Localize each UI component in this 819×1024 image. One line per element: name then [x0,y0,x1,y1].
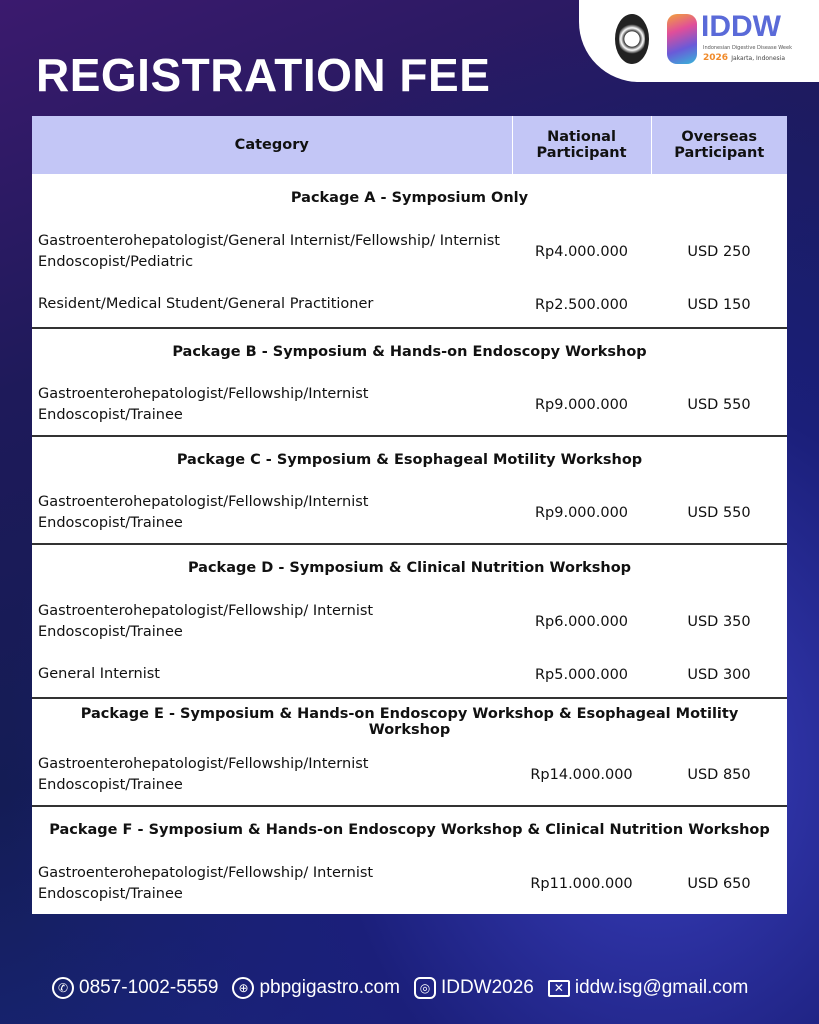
package-name: Package D - Symposium & Clinical Nutriti… [32,543,787,591]
national-fee: Rp4.000.000 [534,243,629,260]
table-row: Gastroenterohepatologist/Fellowship/Inte… [32,375,787,436]
category-cell: Gastroenterohepatologist/General Interni… [38,232,500,270]
table-header-row: Category National Participant Overseas P… [32,116,787,174]
package-name: Package E - Symposium & Hands-on Endosco… [32,697,787,745]
logo-year: 2026 [703,53,729,63]
logo-area: IDDW Indonesian Digestive Disease Week 2… [579,0,819,82]
national-fee: Rp5.000.000 [534,666,629,683]
website-text[interactable]: pbpgigastro.com [259,977,400,998]
category-cell: General Internist [38,666,160,682]
package-name: Package C - Symposium & Esophageal Motil… [32,435,787,483]
overseas-fee: USD 150 [687,296,751,313]
instagram-text[interactable]: IDDW2026 [440,977,534,998]
table-row: Gastroenterohepatologist/Fellowship/ Int… [32,853,787,914]
overseas-fee: USD 350 [687,613,751,630]
iddw-logo-subtitle: Indonesian Digestive Disease Week [703,45,792,51]
header-category: Category [32,116,512,174]
package-name: Package B - Symposium & Hands-on Endosco… [32,327,787,375]
package-header: Package F - Symposium & Hands-on Endosco… [32,805,787,853]
category-cell: Gastroenterohepatologist/Fellowship/Inte… [38,386,369,423]
whatsapp-icon: ✆ [52,977,74,999]
national-fee: Rp11.000.000 [530,875,633,892]
contact-email[interactable]: ✕ iddw.isg@gmail.com [547,977,749,999]
package-header: Package A - Symposium Only [32,174,787,221]
overseas-fee: USD 300 [687,666,751,683]
package-header: Package E - Symposium & Hands-on Endosco… [32,697,787,745]
society-seal-logo [615,14,649,64]
registration-fee-table: Category National Participant Overseas P… [32,116,787,914]
table-row: Gastroenterohepatologist/Fellowship/Inte… [32,483,787,544]
national-fee: Rp6.000.000 [534,613,629,630]
page-title: REGISTRATION FEE [36,49,491,101]
category-cell: Resident/Medical Student/General Practit… [38,296,374,312]
table-row: Gastroenterohepatologist/General Interni… [32,221,787,282]
table-row: Gastroenterohepatologist/Fellowship/Inte… [32,745,787,806]
package-name: Package F - Symposium & Hands-on Endosco… [32,805,787,853]
digestive-tract-logo-icon [667,14,697,64]
overseas-fee: USD 550 [687,397,751,413]
category-cell: Gastroenterohepatologist/Fellowship/Inte… [38,756,369,793]
table-row: Resident/Medical Student/General Practit… [32,282,787,328]
instagram-icon: ◎ [413,977,436,999]
national-fee: Rp9.000.000 [534,397,629,413]
globe-icon: ⊕ [232,977,255,999]
logo-location: Jakarta, Indonesia [731,55,786,62]
overseas-fee: USD 850 [687,767,751,783]
national-fee: Rp2.500.000 [534,296,629,313]
category-cell: Gastroenterohepatologist/Fellowship/Inte… [38,494,369,531]
contact-footer: ✆ 0857-1002-5559 ⊕ pbpgigastro.com ◎ IDDW20… [52,977,789,999]
phone-text: 0857-1002-5559 [79,977,219,998]
overseas-fee: USD 250 [687,243,751,260]
national-fee: Rp14.000.000 [530,767,633,783]
package-header: Package D - Symposium & Clinical Nutriti… [32,543,787,591]
table-row: General Internist Rp5.000.000 USD 300 [32,652,787,698]
category-cell: Gastroenterohepatologist/Fellowship/ Int… [38,864,374,902]
package-header: Package B - Symposium & Hands-on Endosco… [32,327,787,375]
category-cell: Gastroenterohepatologist/Fellowship/ Int… [38,602,374,640]
email-text[interactable]: iddw.isg@gmail.com [574,977,749,998]
envelope-icon: ✕ [547,979,570,997]
iddw-logo-year: 2026 Jakarta, Indonesia [703,53,785,63]
contact-phone: ✆ 0857-1002-5559 [52,977,218,999]
package-header: Package C - Symposium & Esophageal Motil… [32,435,787,483]
overseas-fee: USD 650 [687,875,751,892]
iddw-logo-text: IDDW [701,10,781,43]
header-overseas: Overseas Participant [650,116,787,174]
contact-website[interactable]: ⊕ pbpgigastro.com [232,977,400,999]
contact-instagram[interactable]: ◎ IDDW2026 [413,977,534,999]
national-fee: Rp9.000.000 [534,505,629,521]
overseas-fee: USD 550 [687,505,751,521]
package-name: Package A - Symposium Only [290,189,529,206]
table-row: Gastroenterohepatologist/Fellowship/ Int… [32,591,787,652]
header-national: National Participant [511,116,651,174]
